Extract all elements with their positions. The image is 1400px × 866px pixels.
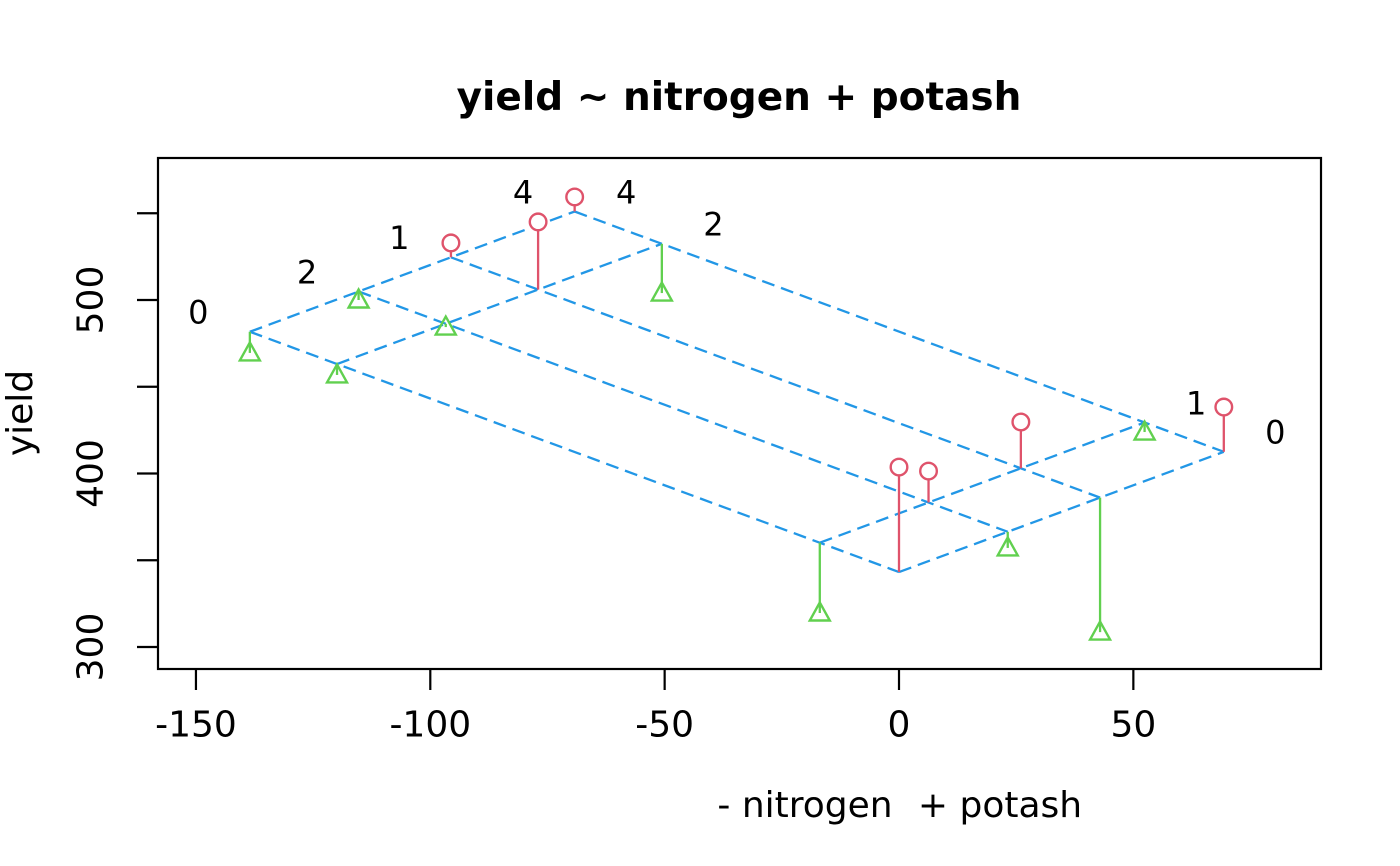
data-point-circle-n0-p4 (1214, 397, 1234, 417)
y-tick-label: 400 (71, 439, 112, 508)
lattice-line-potash-0 (249, 330, 900, 574)
plot-border (156, 156, 1323, 671)
data-point-circle-n0-p0 (889, 457, 909, 477)
lattice-line-nitrogen-4 (249, 210, 576, 333)
nitrogen-level-label-0: 0 (1265, 414, 1285, 452)
data-point-triangle-n0-p1 (1088, 619, 1113, 641)
y-axis: 300 400 500 (71, 212, 158, 682)
nitrogen-level-label-1: 1 (1186, 384, 1206, 422)
lattice-line-potash-2 (358, 290, 1009, 533)
data-point-triangle-n4-p0 (237, 339, 262, 362)
fitted-value-lattice (249, 210, 1225, 574)
data-point-triangle-n2-p4 (649, 280, 674, 302)
data-point-triangle-n1-p4 (1132, 419, 1157, 441)
lattice-line-potash-4 (574, 210, 1225, 453)
data-point-triangle-n2-p2 (433, 314, 458, 336)
potash-level-label-1: 1 (389, 219, 409, 257)
plot-title: yield ~ nitrogen + potash (457, 75, 1022, 120)
x-tick-label: 50 (1110, 705, 1156, 746)
data-point-triangle-n4-p2 (346, 287, 371, 309)
x-tick-label: -150 (155, 705, 237, 746)
x-axis-label-potash: + potash (918, 785, 1082, 826)
data-point-circle-n2-p1 (528, 212, 548, 232)
potash-level-label-2: 2 (297, 253, 317, 291)
x-tick-label: -50 (635, 705, 694, 746)
x-tick-label: 0 (888, 705, 911, 746)
lattice-line-nitrogen-0 (898, 450, 1225, 574)
lattice-line-nitrogen-2 (336, 242, 663, 366)
y-tick-label: 300 (71, 613, 112, 682)
y-axis-label: yield (0, 370, 41, 456)
data-point-markers (237, 187, 1234, 641)
x-axis: -150 -100 -50 0 50 (155, 669, 1156, 746)
data-point-circle-n4-p4 (565, 187, 585, 207)
potash-level-label-0: 0 (188, 294, 208, 332)
lattice-line-nitrogen-1 (819, 421, 1145, 544)
factor-level-labels: 0 1 2 4 0 1 2 4 (188, 173, 1285, 451)
data-point-circle-n1-p1 (1011, 412, 1031, 432)
data-point-triangle-n0-p2 (995, 534, 1020, 557)
data-point-circle-n4-p1 (441, 233, 461, 253)
y-tick-label: 500 (71, 266, 112, 335)
nitrogen-level-label-2: 2 (703, 206, 723, 244)
x-axis-label-nitrogen: - nitrogen (717, 785, 892, 826)
nitrogen-level-label-4: 4 (616, 173, 636, 211)
data-point-triangle-n2-p0 (324, 361, 350, 384)
potash-level-label-4: 4 (513, 173, 533, 211)
x-tick-label: -100 (389, 705, 471, 746)
residual-stems (248, 196, 1225, 633)
lattice-line-potash-1 (450, 256, 1101, 499)
data-point-triangle-n1-p0 (807, 600, 832, 622)
data-point-circle-n1-p2 (919, 461, 939, 481)
